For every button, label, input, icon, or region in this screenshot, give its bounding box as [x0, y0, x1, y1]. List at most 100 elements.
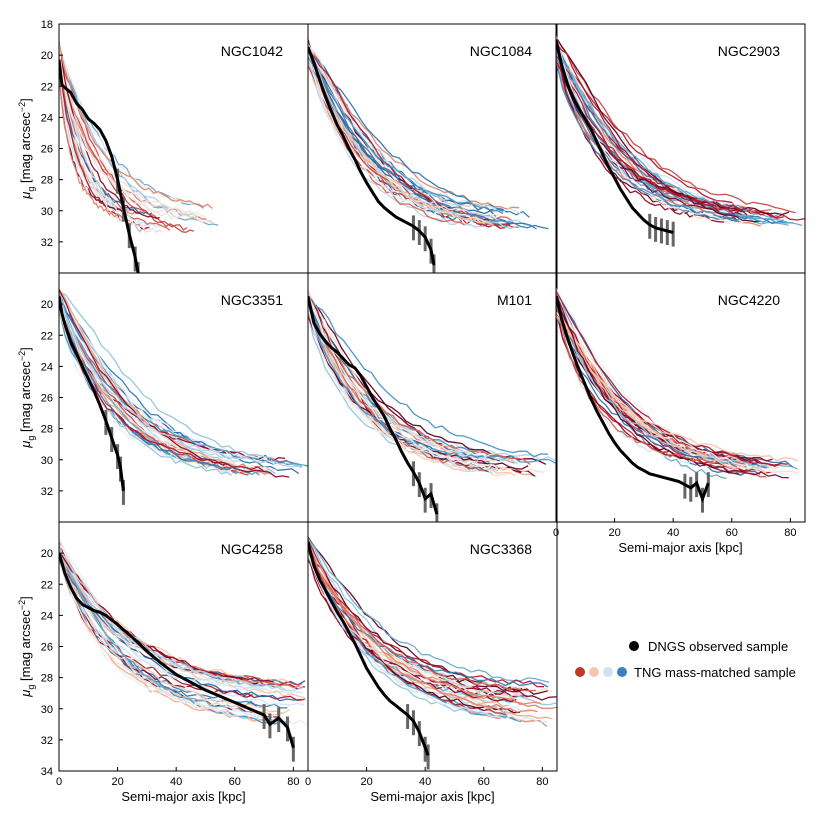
- sim-curve: [308, 314, 510, 476]
- panel-ngc1042: NGC1042 18 20 22 24 26 28 30 32 μg [mag arcsec−2]: [17, 19, 309, 274]
- sim-curve: [59, 296, 305, 468]
- sim-curve: [308, 554, 508, 703]
- sim-curve: [59, 305, 239, 471]
- y-tick-label: 28: [41, 673, 53, 685]
- y-tick-label: 30: [41, 206, 53, 218]
- panel-title: NGC1084: [470, 43, 532, 59]
- sim-curve: [308, 541, 521, 714]
- sim-curve: [556, 59, 784, 224]
- observed-profile: [59, 59, 140, 273]
- sim-curve: [556, 36, 761, 223]
- sim-curve: [59, 550, 274, 683]
- y-axis-label: μg [mag arcsec−2]: [17, 596, 36, 697]
- panel-m101: M101: [307, 272, 558, 523]
- plot-area: [308, 290, 557, 522]
- y-axis-label: μg [mag arcsec−2]: [17, 98, 36, 199]
- sim-curve: [59, 59, 163, 228]
- sim-curve: [556, 38, 796, 214]
- sim-curve: [556, 39, 740, 223]
- y-axis-label: μg [mag arcsec−2]: [17, 347, 36, 448]
- observed-profile: [556, 39, 674, 234]
- sim-curve: [556, 310, 723, 469]
- panel-title: NGC4258: [221, 541, 283, 557]
- y-tick-label: 22: [41, 579, 53, 591]
- sim-curve: [308, 537, 550, 683]
- sim-curve: [556, 287, 798, 476]
- observed-profile: [308, 295, 439, 515]
- y-tick-label: 24: [41, 361, 53, 373]
- sim-curve: [556, 290, 761, 475]
- x-tick-label: 20: [111, 776, 123, 788]
- sim-curve: [59, 58, 212, 223]
- panel-title: NGC1042: [221, 43, 283, 59]
- legend-sim-marker-1: [575, 667, 585, 677]
- sim-curve: [59, 41, 213, 209]
- sim-curve: [59, 551, 303, 694]
- x-tick-label: 60: [229, 776, 241, 788]
- sim-curve: [308, 295, 493, 468]
- panel-title: M101: [497, 292, 532, 308]
- observed-profile: [59, 296, 125, 492]
- sim-curve: [59, 62, 195, 233]
- legend-simulated-label: TNG mass-matched sample: [634, 665, 796, 680]
- sim-curve: [556, 288, 718, 464]
- legend-sim-marker-4: [617, 667, 627, 677]
- sim-curve: [308, 307, 487, 459]
- y-tick-label: 20: [41, 299, 53, 311]
- sim-curve: [308, 51, 520, 210]
- sim-curve: [59, 553, 265, 692]
- observed-profile: [308, 541, 430, 756]
- sim-curve: [308, 57, 497, 210]
- y-tick-label: 24: [41, 112, 53, 124]
- sim-curve: [59, 550, 286, 690]
- y-tick-label: 24: [41, 610, 53, 622]
- y-tick-label: 30: [41, 704, 53, 716]
- x-tick-label: 20: [360, 776, 372, 788]
- y-tick-label: 32: [41, 735, 53, 747]
- axes-frame: [555, 272, 806, 523]
- x-tick-label: 40: [170, 776, 182, 788]
- sim-curve: [59, 67, 153, 216]
- y-tick-label: 34: [41, 766, 53, 778]
- sim-curve: [308, 56, 504, 215]
- sim-curve: [308, 53, 466, 218]
- panel-ngc3368: NGC3368 0 20 40 60 80 Semi-major axis [kpc]: [305, 521, 558, 804]
- panel-title: NGC3351: [221, 292, 283, 308]
- y-tick-label: 32: [41, 237, 53, 249]
- sim-curve: [308, 294, 497, 462]
- panel-ngc3351: NGC3351 20 22 24 26 28 30 32 μg [mag arcsec−2]: [17, 272, 309, 523]
- x-tick-label: 80: [287, 776, 299, 788]
- sim-curve: [59, 290, 300, 467]
- sim-curve: [59, 289, 290, 478]
- legend-observed-marker: [629, 641, 639, 651]
- x-tick-label: 60: [478, 776, 490, 788]
- sim-curve: [556, 316, 770, 469]
- y-tick-label: 26: [41, 144, 53, 156]
- panel-title: NGC3368: [470, 541, 532, 557]
- axes-frame: [58, 23, 309, 274]
- sim-curve: [59, 68, 214, 224]
- sim-curve: [308, 556, 538, 713]
- sim-curve: [59, 53, 127, 215]
- y-tick-label: 26: [41, 393, 53, 405]
- sim-curve: [59, 53, 195, 205]
- sim-curve: [59, 48, 163, 234]
- x-axis-label: Semi-major axis [kpc]: [121, 789, 245, 804]
- sim-curve: [59, 549, 261, 717]
- sim-curve: [59, 549, 304, 692]
- sim-curve: [308, 291, 503, 458]
- y-tick-label: 18: [41, 19, 53, 31]
- x-tick-label: 0: [56, 776, 62, 788]
- plot-area: [59, 41, 219, 273]
- sim-curve: [556, 292, 740, 476]
- sim-curve: [308, 314, 531, 466]
- sim-curve: [308, 45, 537, 230]
- panels: NGC1042 18 20 22 24 26 28 30 32 μg [mag arcsec−2]…: [17, 19, 806, 804]
- sim-curve: [308, 548, 541, 706]
- sim-curve: [308, 551, 536, 692]
- plot-area: [308, 39, 549, 273]
- observed-profile: [59, 552, 295, 749]
- sim-curve: [308, 295, 548, 458]
